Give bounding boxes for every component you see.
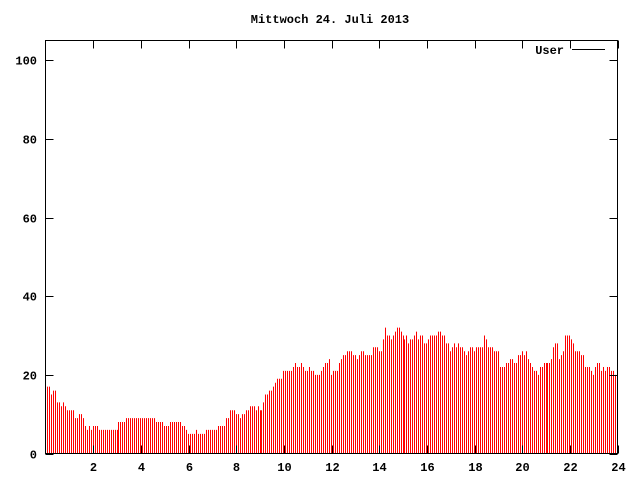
x-tick-label: 2 <box>90 461 97 475</box>
plot-border <box>45 40 618 454</box>
x-tick-label: 8 <box>233 461 240 475</box>
x-tick-label: 12 <box>325 461 339 475</box>
x-tick-label: 24 <box>611 461 625 475</box>
x-tick-label: 10 <box>277 461 291 475</box>
x-tick-label: 18 <box>468 461 482 475</box>
bars <box>47 327 618 454</box>
y-tick-label: 20 <box>23 370 37 384</box>
chart-title: Mittwoch 24. Juli 2013 <box>251 13 409 27</box>
x-tick-label: 22 <box>563 461 577 475</box>
y-tick-label: 40 <box>23 291 37 305</box>
x-tick-label: 14 <box>372 461 386 475</box>
y-tick-label: 0 <box>30 449 37 463</box>
x-tick-label: 20 <box>515 461 529 475</box>
y-tick-label: 100 <box>15 55 37 69</box>
y-tick-label: 80 <box>23 134 37 148</box>
legend-label: User <box>535 44 564 58</box>
x-tick-label: 6 <box>186 461 193 475</box>
x-tick-label: 4 <box>138 461 145 475</box>
y-tick-label: 60 <box>23 213 37 227</box>
legend: User <box>535 44 605 58</box>
x-tick-label: 16 <box>420 461 434 475</box>
